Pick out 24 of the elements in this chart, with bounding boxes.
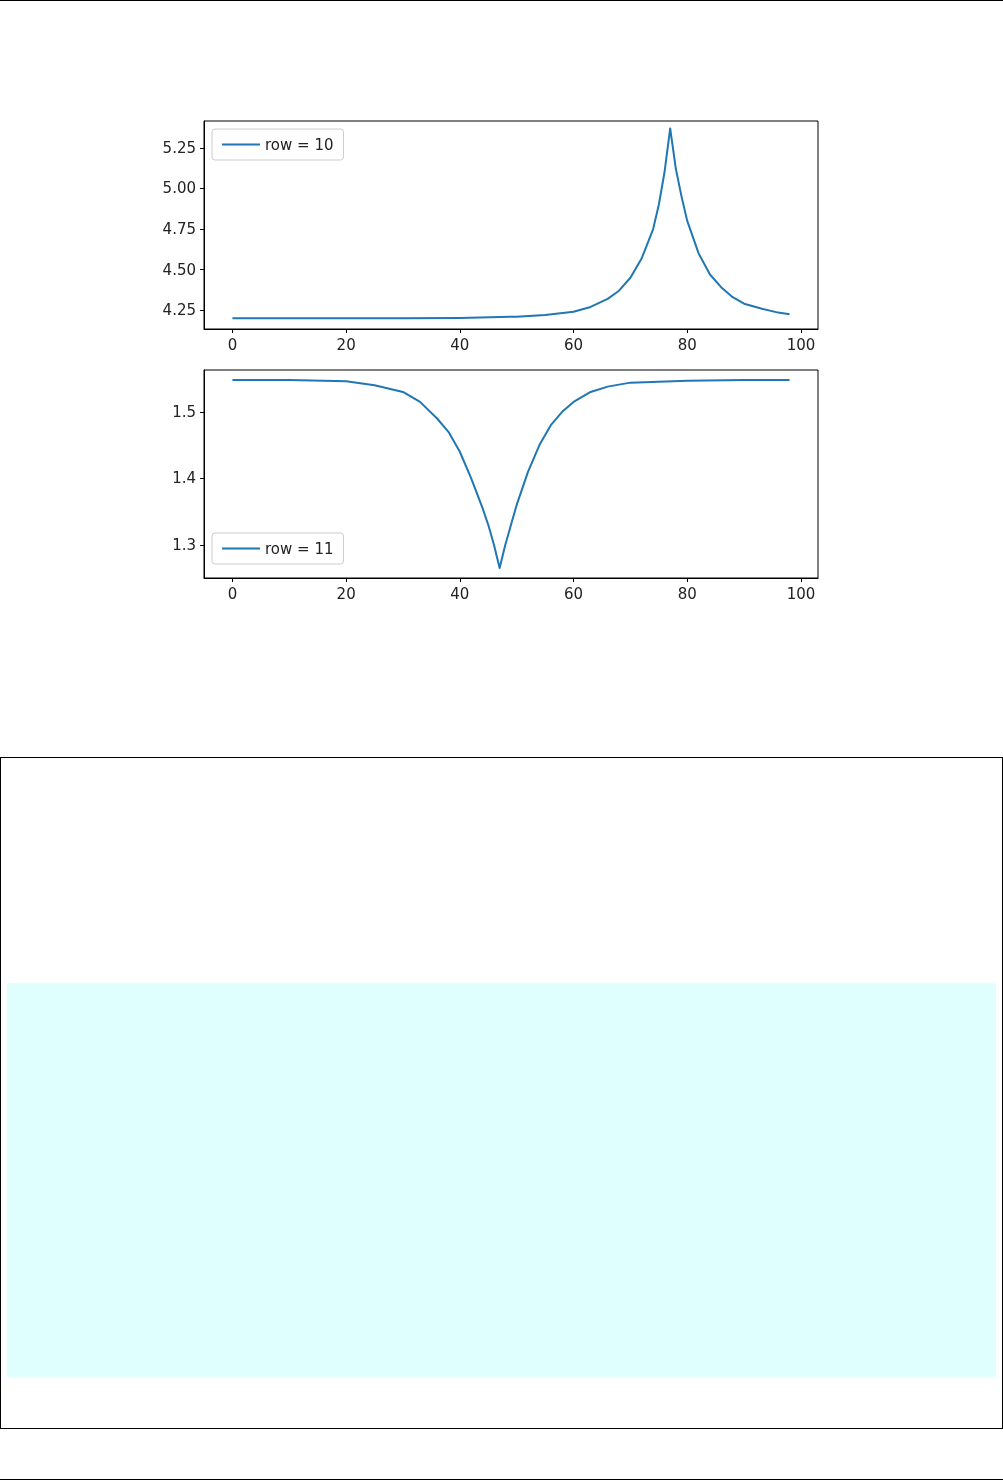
line-series [231, 378, 791, 570]
x-tick-label: 0 [227, 584, 238, 603]
y-tick-label: 4.25 [162, 301, 196, 320]
x-tick-label: 20 [336, 335, 356, 354]
y-tick-label: 1.4 [172, 469, 196, 488]
x-tick-label: 80 [677, 335, 697, 354]
y-tick-label: 1.3 [172, 535, 196, 554]
x-tick-label: 20 [336, 584, 356, 603]
y-tick-label: 4.50 [162, 260, 196, 279]
x-tick-label: 60 [563, 584, 584, 603]
y-tick-label: 4.75 [162, 220, 196, 239]
x-tick-label: 60 [563, 335, 584, 354]
y-tick-label: 1.5 [172, 402, 196, 421]
y-tick-label: 5.00 [162, 179, 196, 198]
x-tick-label: 40 [450, 335, 470, 354]
legend-label: row = 11 [265, 539, 334, 558]
x-tick-label: 40 [450, 584, 470, 603]
legend-label: row = 10 [265, 135, 334, 154]
x-tick-label: 100 [786, 584, 816, 603]
y-tick-label: 5.25 [162, 138, 196, 157]
x-tick-label: 0 [227, 335, 238, 354]
x-tick-label: 100 [786, 335, 816, 354]
x-tick-label: 80 [677, 584, 697, 603]
line-series [231, 127, 791, 320]
